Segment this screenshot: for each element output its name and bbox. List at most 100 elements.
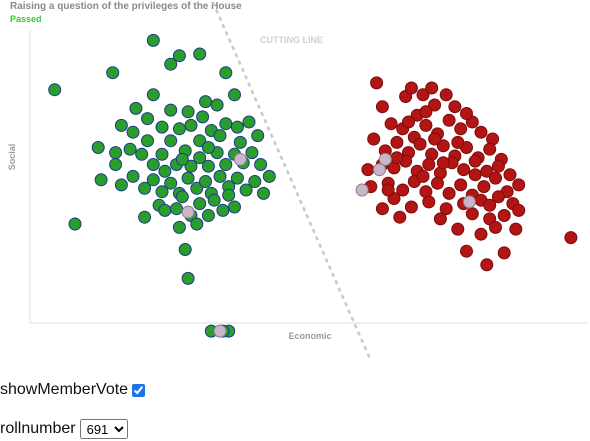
yea-point[interactable] [251, 129, 265, 143]
nay-point[interactable] [419, 105, 433, 119]
yea-point[interactable] [126, 125, 140, 139]
yea-point[interactable] [123, 142, 137, 156]
rollnumber-select[interactable]: 691 [79, 419, 128, 439]
nay-point[interactable] [497, 209, 511, 222]
yea-point[interactable] [233, 135, 247, 149]
nay-point[interactable] [460, 107, 473, 120]
nay-point[interactable] [404, 200, 418, 214]
nay-point[interactable] [425, 81, 439, 95]
nay-point[interactable] [439, 202, 453, 216]
yea-point[interactable] [254, 158, 268, 171]
nay-point[interactable] [413, 137, 427, 151]
nay-point[interactable] [491, 159, 505, 173]
yea-point[interactable] [141, 112, 154, 126]
yea-point[interactable] [48, 83, 62, 97]
yea-point[interactable] [213, 129, 227, 143]
not-voting-point[interactable] [355, 183, 369, 197]
nay-point[interactable] [489, 220, 502, 234]
yea-point[interactable] [262, 169, 276, 183]
nay-point[interactable] [474, 125, 488, 139]
yea-point[interactable] [181, 105, 195, 119]
yea-point[interactable] [193, 134, 207, 148]
not-voting-point[interactable] [213, 324, 227, 338]
nay-point[interactable] [512, 203, 526, 217]
yea-point[interactable] [109, 158, 123, 171]
yea-point[interactable] [222, 188, 236, 202]
yea-point[interactable] [201, 209, 215, 222]
yea-point[interactable] [170, 202, 183, 216]
yea-point[interactable] [228, 200, 241, 214]
yea-point[interactable] [242, 115, 256, 129]
yea-point[interactable] [193, 197, 207, 211]
yea-point[interactable] [141, 134, 154, 148]
yea-point[interactable] [138, 210, 152, 224]
yea-point[interactable] [239, 183, 253, 197]
nay-point[interactable] [460, 244, 473, 258]
yea-point[interactable] [219, 158, 233, 171]
nay-point[interactable] [428, 98, 442, 112]
yea-point[interactable] [164, 176, 178, 190]
nay-point[interactable] [451, 222, 465, 236]
nay-point[interactable] [442, 113, 456, 127]
yea-point[interactable] [257, 186, 270, 200]
yea-point[interactable] [219, 117, 233, 131]
nay-point[interactable] [431, 176, 444, 190]
nay-point[interactable] [436, 156, 450, 170]
nay-point[interactable] [457, 163, 471, 177]
nay-point[interactable] [404, 81, 418, 95]
nay-point[interactable] [480, 258, 494, 272]
nay-point[interactable] [480, 164, 494, 178]
nay-point[interactable] [422, 195, 436, 209]
yea-point[interactable] [172, 220, 186, 234]
nay-point[interactable] [381, 183, 395, 197]
nay-point[interactable] [375, 100, 389, 114]
nay-point[interactable] [477, 180, 491, 194]
nay-point[interactable] [390, 135, 404, 149]
yea-point[interactable] [175, 152, 189, 166]
not-voting-point[interactable] [378, 152, 392, 166]
nay-point[interactable] [428, 132, 442, 146]
yea-point[interactable] [94, 173, 108, 187]
yea-point[interactable] [219, 66, 233, 80]
yea-point[interactable] [68, 217, 82, 231]
yea-point[interactable] [109, 146, 123, 160]
yea-point[interactable] [126, 169, 140, 183]
nay-point[interactable] [489, 171, 502, 185]
nay-point[interactable] [497, 246, 511, 260]
yea-point[interactable] [146, 33, 160, 47]
yea-point[interactable] [91, 141, 105, 154]
nay-point[interactable] [370, 76, 384, 90]
yea-point[interactable] [164, 134, 178, 148]
nay-point[interactable] [454, 178, 468, 192]
not-voting-point[interactable] [181, 205, 195, 219]
nay-point[interactable] [433, 212, 447, 226]
nay-point[interactable] [436, 139, 450, 153]
yea-point[interactable] [196, 110, 210, 124]
yea-point[interactable] [172, 49, 186, 63]
yea-point[interactable] [146, 173, 160, 187]
nay-point[interactable] [503, 168, 517, 182]
yea-point[interactable] [175, 190, 189, 204]
yea-point[interactable] [207, 193, 221, 207]
nay-point[interactable] [448, 100, 462, 114]
nay-point[interactable] [483, 142, 497, 156]
nay-point[interactable] [468, 154, 482, 168]
nay-point[interactable] [367, 132, 381, 146]
yea-point[interactable] [114, 118, 128, 132]
nay-point[interactable] [396, 183, 410, 197]
yea-point[interactable] [190, 217, 204, 231]
not-voting-point[interactable] [233, 152, 247, 166]
yea-point[interactable] [155, 185, 169, 199]
nay-point[interactable] [375, 202, 389, 216]
show-member-vote-checkbox[interactable] [132, 383, 146, 397]
yea-point[interactable] [245, 146, 259, 160]
yea-point[interactable] [129, 101, 143, 115]
nay-point[interactable] [422, 158, 436, 171]
nay-point[interactable] [393, 210, 407, 224]
yea-point[interactable] [201, 141, 215, 154]
yea-point[interactable] [178, 243, 192, 256]
yea-point[interactable] [172, 122, 186, 136]
nay-point[interactable] [416, 169, 430, 183]
yea-point[interactable] [146, 158, 160, 171]
nay-point[interactable] [419, 118, 433, 132]
